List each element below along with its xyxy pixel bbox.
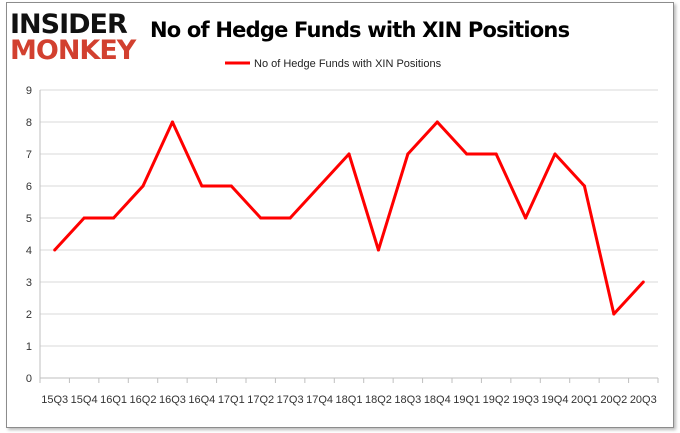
x-tick-label: 20Q2 xyxy=(600,394,627,406)
x-tick-label: 16Q3 xyxy=(159,394,186,406)
logo-line1: INSIDER xyxy=(10,9,128,40)
data-point xyxy=(259,216,263,220)
x-tick-label: 16Q2 xyxy=(130,394,157,406)
y-tick-label: 1 xyxy=(26,341,32,353)
y-tick-label: 7 xyxy=(26,149,32,161)
data-point xyxy=(524,216,528,220)
data-point xyxy=(229,184,233,188)
insider-monkey-logo: INSIDER MONKEY xyxy=(10,9,136,66)
data-point xyxy=(612,312,616,316)
x-tick-label: 17Q1 xyxy=(218,394,245,406)
data-point xyxy=(641,280,645,284)
y-tick-label: 6 xyxy=(26,181,32,193)
chart-title: No of Hedge Funds with XIN Positions xyxy=(150,18,570,42)
x-tick-label: 17Q3 xyxy=(277,394,304,406)
x-tick-label: 18Q4 xyxy=(424,394,451,406)
x-tick-label: 18Q1 xyxy=(336,394,363,406)
x-tick-label: 16Q1 xyxy=(100,394,127,406)
x-tick-label: 18Q2 xyxy=(365,394,392,406)
x-tick-label: 19Q1 xyxy=(453,394,480,406)
legend-label: No of Hedge Funds with XIN Positions xyxy=(254,58,442,70)
data-point xyxy=(553,152,557,156)
x-tick-label: 19Q4 xyxy=(542,394,569,406)
y-tick-label: 3 xyxy=(26,277,32,289)
x-tick-label: 17Q4 xyxy=(306,394,333,406)
x-tick-label: 15Q3 xyxy=(41,394,68,406)
data-point xyxy=(170,120,174,124)
data-point xyxy=(406,152,410,156)
data-point xyxy=(582,184,586,188)
data-point xyxy=(494,152,498,156)
x-tick-label: 17Q2 xyxy=(247,394,274,406)
y-tick-label: 8 xyxy=(26,117,32,129)
x-tick-label: 20Q3 xyxy=(630,394,657,406)
x-tick-label: 20Q1 xyxy=(571,394,598,406)
x-tick-label: 18Q3 xyxy=(394,394,421,406)
data-point xyxy=(435,120,439,124)
data-point xyxy=(318,184,322,188)
x-tick-label: 15Q4 xyxy=(71,394,98,406)
data-point xyxy=(200,184,204,188)
logo-line2: MONKEY xyxy=(10,35,136,66)
data-point xyxy=(288,216,292,220)
y-tick-label: 9 xyxy=(26,85,32,97)
data-point xyxy=(53,248,57,252)
x-tick-label: 19Q3 xyxy=(512,394,539,406)
data-point xyxy=(141,184,145,188)
data-point xyxy=(465,152,469,156)
y-tick-label: 2 xyxy=(26,309,32,321)
y-tick-label: 5 xyxy=(26,213,32,225)
data-point xyxy=(347,152,351,156)
y-tick-label: 0 xyxy=(26,373,32,385)
data-point xyxy=(82,216,86,220)
y-tick-label: 4 xyxy=(26,245,32,257)
x-tick-label: 16Q4 xyxy=(188,394,215,406)
x-tick-label: 19Q2 xyxy=(483,394,510,406)
data-point xyxy=(376,248,380,252)
data-point xyxy=(112,216,116,220)
